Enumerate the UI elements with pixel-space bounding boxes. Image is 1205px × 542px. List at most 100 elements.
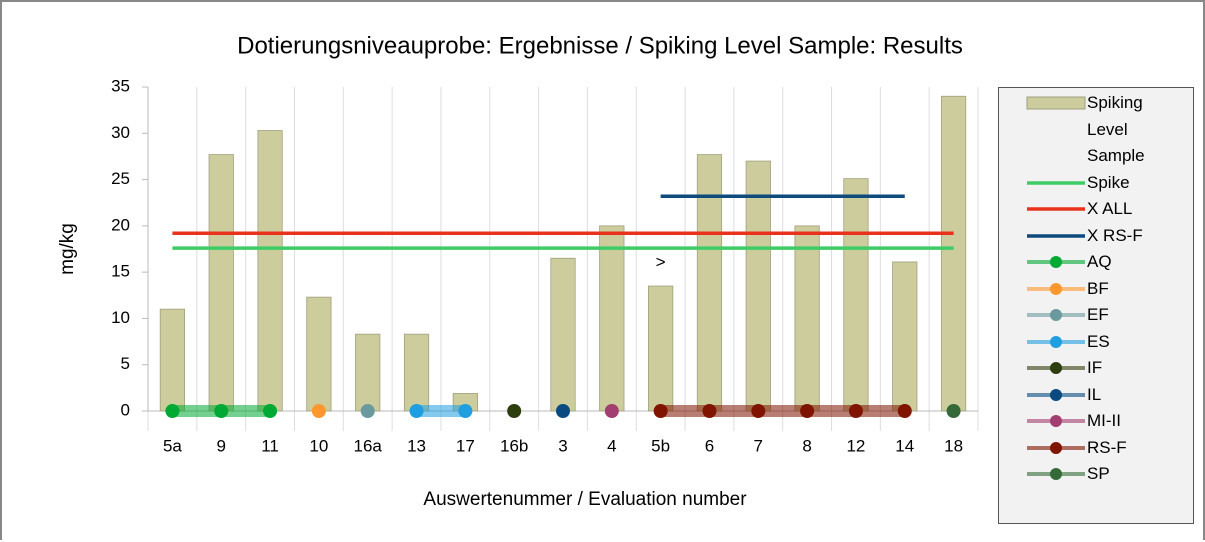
legend-item: ES (999, 329, 1193, 356)
bar (306, 296, 332, 412)
bar (696, 154, 723, 412)
marker (214, 404, 229, 418)
x-tick-label: 12 (846, 436, 865, 455)
legend-item: EF (999, 302, 1193, 329)
legend-swatch (1027, 388, 1085, 401)
legend-swatch-marker (1050, 309, 1062, 321)
marker (604, 404, 619, 418)
legend-swatch (1027, 207, 1085, 211)
legend-label: RS-F (1087, 437, 1127, 457)
y-tick-label: 25 (111, 169, 130, 188)
x-tick-label: 3 (558, 436, 567, 455)
legend-swatch (1027, 309, 1085, 321)
legend-item: X ALL (999, 196, 1193, 223)
marker (311, 404, 326, 418)
y-axis-label: mg/kg (57, 223, 78, 275)
x-tick-label: 18 (944, 436, 963, 455)
legend-swatch (1027, 256, 1085, 268)
legend-swatch (1027, 362, 1085, 374)
legend-item: IL (999, 382, 1193, 409)
x-tick-label: 5a (163, 436, 182, 455)
bar (599, 225, 625, 412)
legend-swatch-marker (1050, 362, 1062, 374)
y-tick-label: 5 (121, 354, 130, 373)
legend-item: SP (999, 461, 1193, 488)
legend-label: AQ (1087, 252, 1112, 271)
legend-label: EF (1087, 305, 1109, 324)
legend-label: MI-II (1087, 411, 1121, 430)
y-tick-label: 0 (121, 400, 130, 419)
legend-label: IF (1087, 358, 1103, 377)
y-tick-label: 10 (111, 308, 130, 327)
legend-item: X RS-F (999, 223, 1193, 250)
legend-item: Spiking Level Sample (999, 90, 1193, 170)
bar (159, 308, 186, 412)
bar (355, 333, 381, 412)
x-tick-label: 17 (456, 436, 475, 455)
legend-label: Spike (1087, 172, 1130, 192)
marker (848, 404, 863, 418)
y-tick-label: 20 (111, 215, 130, 234)
marker (897, 404, 912, 418)
legend-swatch (1027, 468, 1085, 480)
marker (458, 404, 473, 418)
marker (556, 404, 570, 418)
bar (745, 160, 771, 412)
legend-label: IL (1087, 384, 1102, 404)
legend-label: ES (1087, 331, 1110, 351)
legend-swatch-marker (1050, 441, 1062, 454)
x-tick-label: 16a (354, 436, 383, 455)
legend-swatch (1026, 96, 1086, 110)
legend-swatch-marker (1050, 388, 1062, 401)
bar (648, 285, 674, 412)
y-tick-label: 35 (111, 76, 130, 95)
bar (208, 154, 234, 412)
marker (800, 404, 815, 418)
legend-swatch-marker (1050, 335, 1062, 348)
bar (892, 261, 918, 412)
legend-swatch-bar (1026, 96, 1086, 110)
legend: Spiking Level Sample Spike X ALL X RS-F AQ BF… (998, 87, 1194, 524)
legend-item: MI-II (999, 408, 1193, 435)
legend-item: RS-F (999, 435, 1193, 462)
x-tick-label: 4 (607, 436, 616, 455)
bar (843, 178, 869, 412)
x-tick-label: 13 (407, 436, 426, 455)
legend-item: AQ (999, 249, 1193, 276)
legend-swatch-marker (1050, 415, 1062, 427)
legend-swatch-marker (1050, 468, 1062, 480)
bar (940, 95, 967, 412)
x-tick-label: 7 (754, 436, 763, 455)
legend-label: BF (1087, 278, 1109, 298)
marker (360, 404, 375, 418)
x-tick-label: 10 (309, 436, 328, 455)
marker (751, 404, 766, 418)
legend-swatch (1027, 282, 1085, 295)
marker (507, 404, 522, 418)
x-tick-label: 8 (802, 436, 811, 455)
legend-swatch-marker (1050, 256, 1062, 268)
y-tick-label: 15 (111, 262, 130, 281)
legend-label: SP (1087, 464, 1110, 483)
x-axis-label: Auswertenummer / Evaluation number (423, 489, 747, 510)
marker (263, 404, 278, 418)
legend-swatch-marker (1050, 282, 1062, 295)
x-tick-label: 5b (651, 436, 670, 455)
legend-label: X ALL (1087, 199, 1133, 218)
legend-item: Spike (999, 170, 1193, 197)
legend-item: BF (999, 276, 1193, 303)
marker (702, 404, 717, 418)
bar (257, 130, 283, 412)
bar (794, 225, 820, 412)
legend-item: IF (999, 355, 1193, 382)
legend-swatch (1027, 233, 1085, 238)
legend-swatch (1027, 441, 1085, 454)
legend-swatch (1027, 415, 1085, 427)
x-tick-label: 16b (500, 436, 528, 455)
bar (550, 257, 576, 412)
marker (165, 404, 180, 418)
marker (653, 404, 668, 418)
